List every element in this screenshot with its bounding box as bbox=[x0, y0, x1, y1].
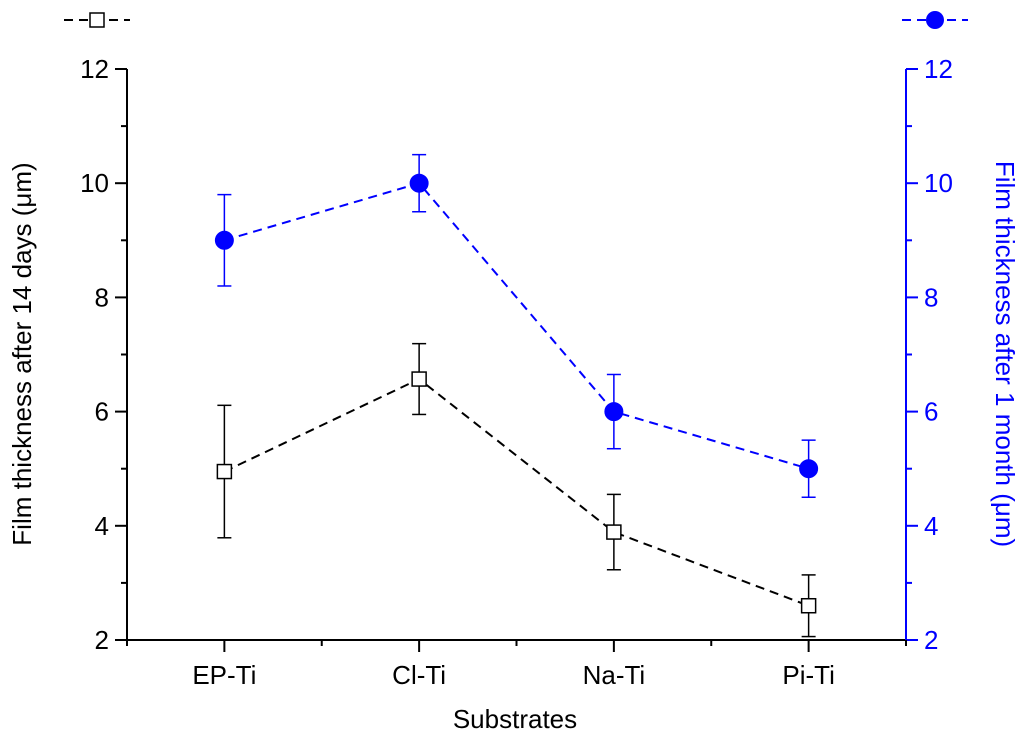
data-point bbox=[800, 597, 817, 614]
legend-marker bbox=[926, 11, 944, 29]
x-tick-label: Na-Ti bbox=[583, 660, 646, 690]
y-right-tick-label: 4 bbox=[924, 511, 938, 541]
labels-layer: Substrates Film thickness after 14 days … bbox=[7, 161, 1020, 734]
data-point bbox=[216, 463, 233, 480]
legend-entry-2 bbox=[902, 11, 968, 29]
data-point bbox=[409, 173, 429, 193]
y-right-tick-label: 6 bbox=[924, 397, 938, 427]
legend-entry-1 bbox=[64, 12, 130, 28]
y-left-tick-label: 4 bbox=[95, 511, 109, 541]
x-tick-label: Pi-Ti bbox=[782, 660, 834, 690]
legend bbox=[64, 11, 968, 29]
y-left-tick-label: 12 bbox=[80, 54, 109, 84]
y-left-tick-label: 8 bbox=[95, 282, 109, 312]
x-tick-label: EP-Ti bbox=[192, 660, 256, 690]
y-right-tick-label: 8 bbox=[924, 282, 938, 312]
series-line bbox=[223, 377, 809, 607]
x-tick-label: Cl-Ti bbox=[392, 660, 446, 690]
data-point bbox=[411, 371, 427, 387]
y-left-tick-label: 10 bbox=[80, 168, 109, 198]
data-point bbox=[604, 402, 624, 422]
y-axis-right-label: Film thickness after 1 month (μm) bbox=[990, 161, 1020, 547]
x-axis-label: Substrates bbox=[453, 704, 577, 734]
y-axis-left-label: Film thickness after 14 days (μm) bbox=[7, 162, 37, 545]
data-point bbox=[214, 230, 234, 250]
y-right-tick-label: 10 bbox=[924, 168, 953, 198]
series-2 bbox=[214, 153, 819, 498]
y-left-tick-label: 2 bbox=[95, 625, 109, 655]
data-point bbox=[606, 524, 622, 540]
y-right-tick-label: 2 bbox=[924, 625, 938, 655]
series-line bbox=[224, 182, 809, 470]
y-left-tick-label: 6 bbox=[95, 397, 109, 427]
legend-marker bbox=[89, 12, 105, 28]
data-point bbox=[799, 459, 819, 479]
series-layer bbox=[214, 153, 819, 638]
axes: 2 4 6 8 10 12 2 4 6 8 10 12 EP-Ti Cl-Ti Na-Ti Pi-Ti bbox=[80, 54, 953, 690]
series-1 bbox=[216, 342, 817, 638]
y-right-tick-label: 12 bbox=[924, 54, 953, 84]
